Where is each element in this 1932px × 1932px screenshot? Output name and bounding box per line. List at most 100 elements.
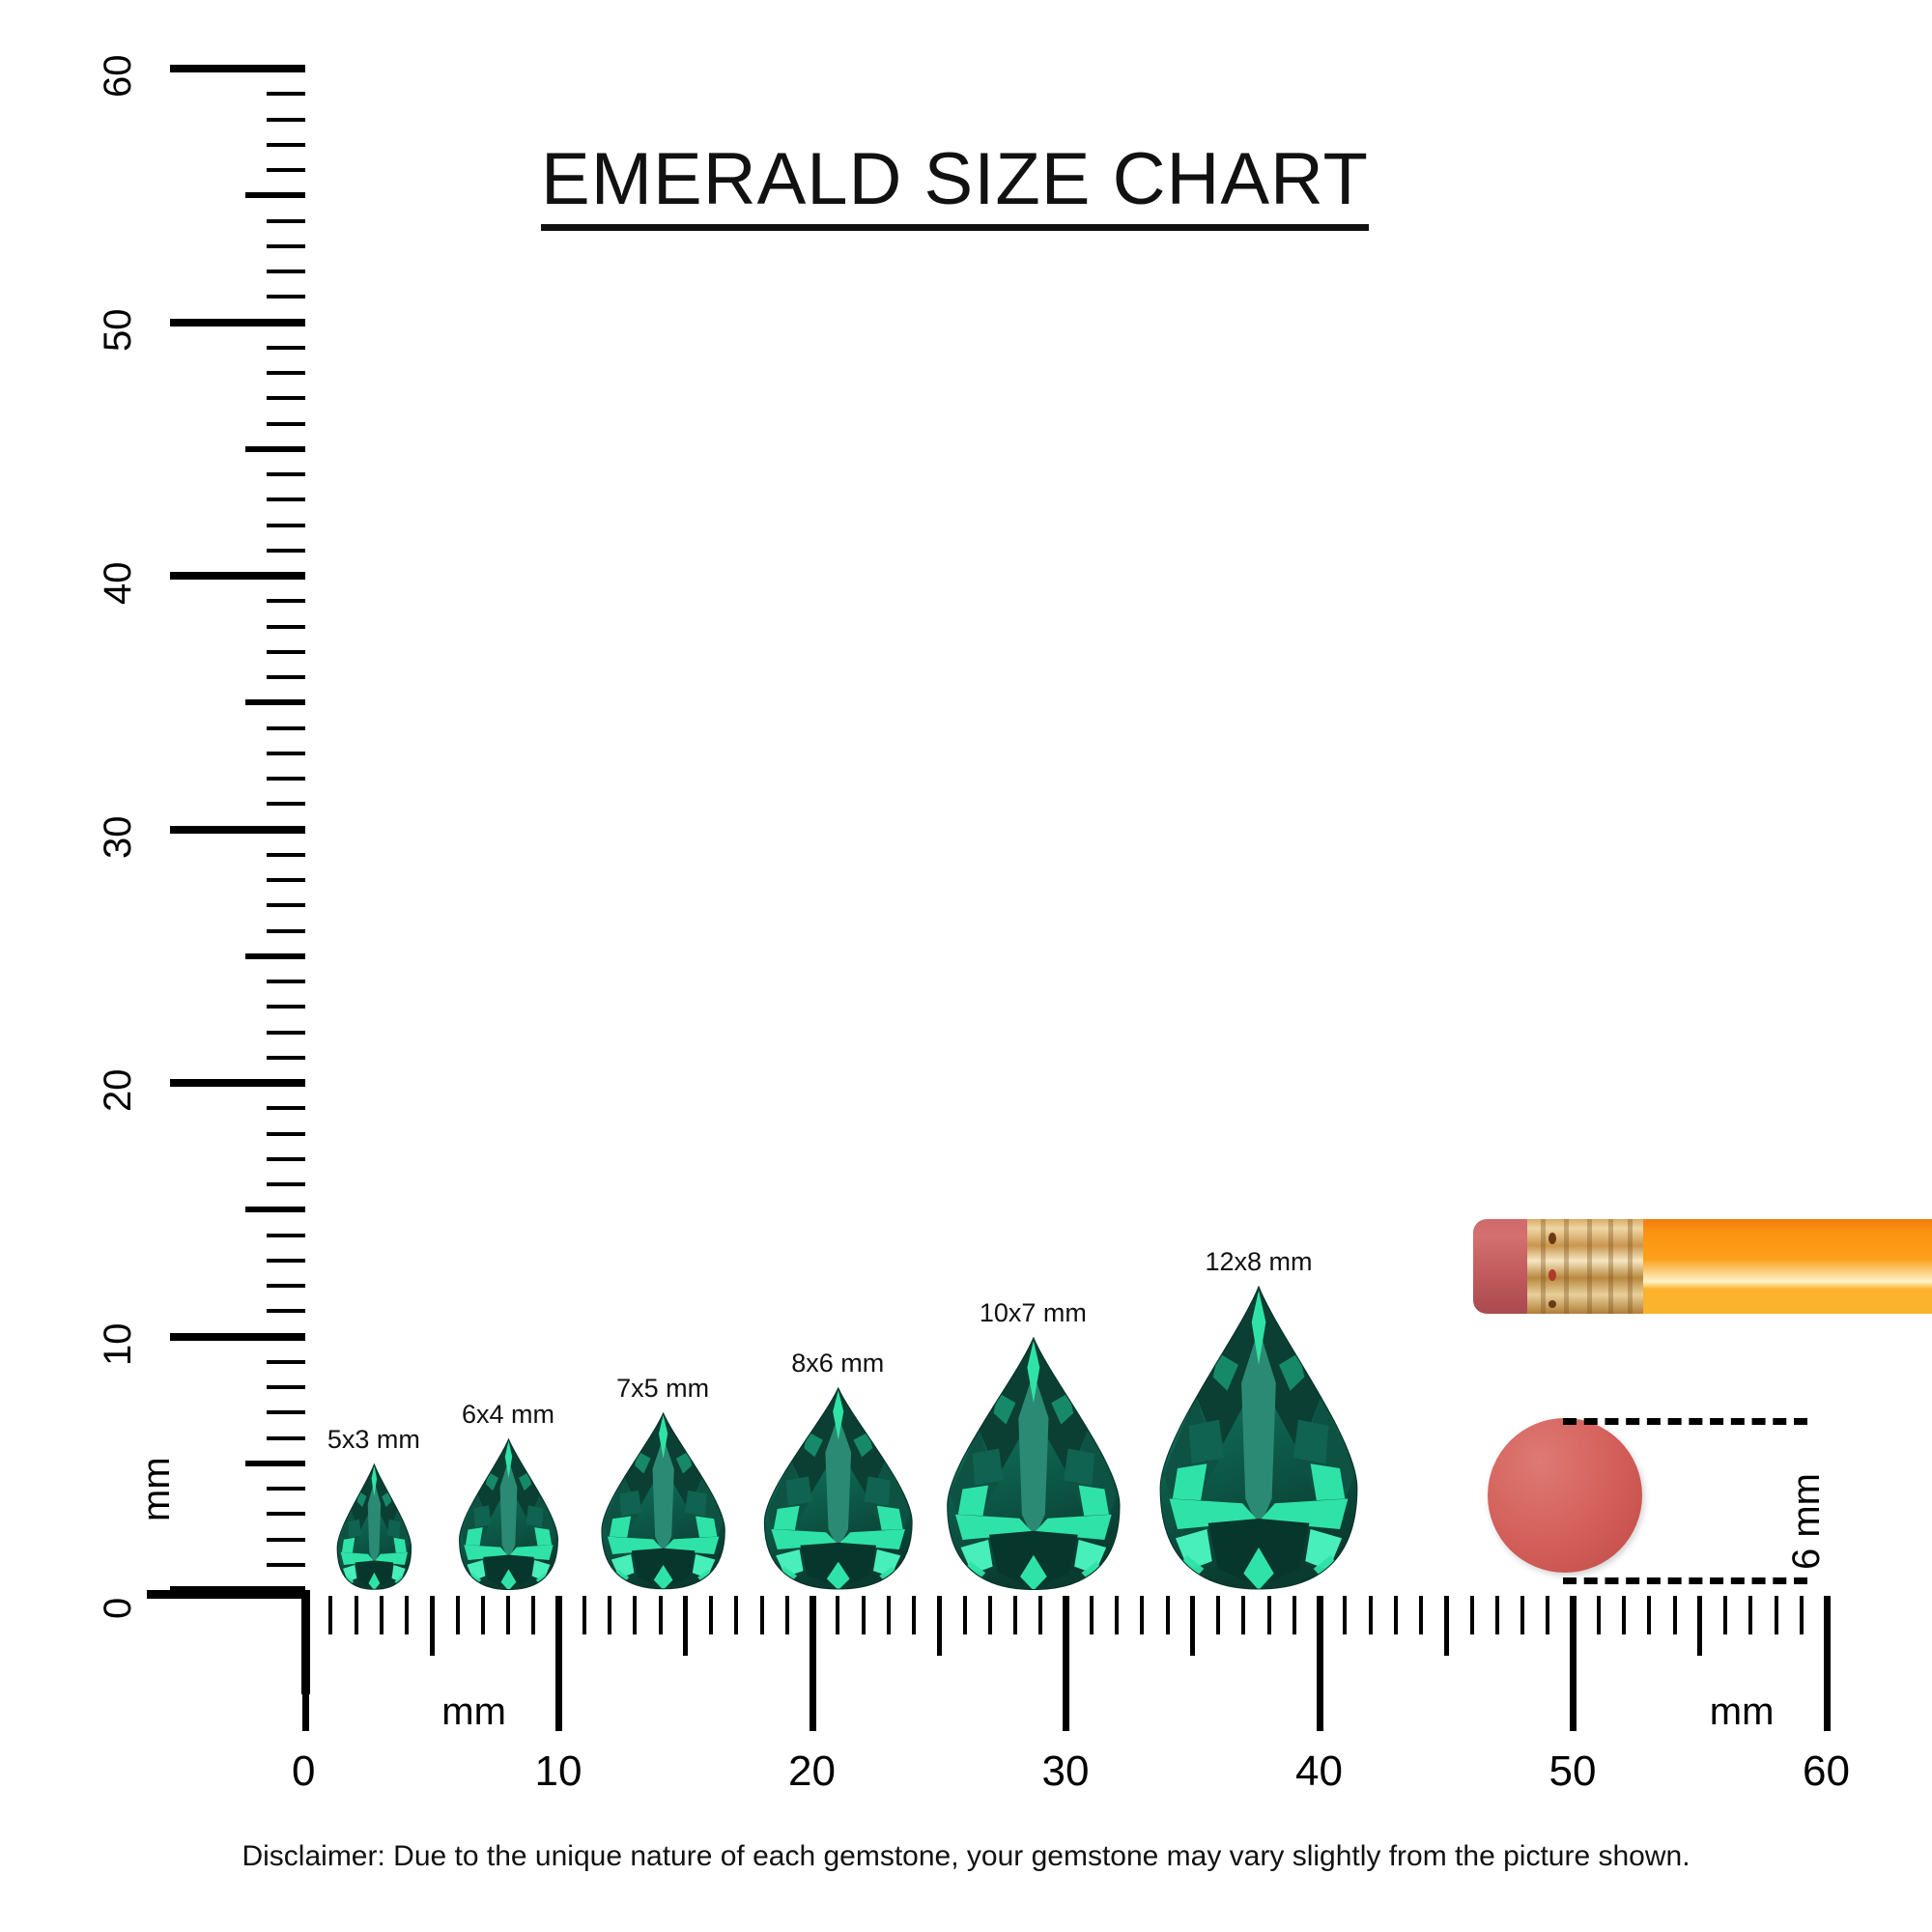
eraser-dimension-label: 6 mm bbox=[1785, 1473, 1828, 1570]
gem-facets bbox=[946, 1336, 1121, 1590]
vruler-minor-tick bbox=[267, 777, 305, 781]
vruler-minor-tick bbox=[267, 649, 305, 654]
hruler-minor-tick bbox=[1368, 1596, 1373, 1634]
vruler-minor-tick bbox=[267, 903, 305, 908]
vruler-label-20: 20 bbox=[97, 1068, 139, 1113]
vruler-minor-tick bbox=[267, 802, 305, 807]
vruler-minor-tick bbox=[267, 472, 305, 476]
hruler-label-40: 40 bbox=[1295, 1747, 1343, 1795]
vruler-minor-tick bbox=[267, 1385, 305, 1389]
vruler-minor-tick bbox=[267, 421, 305, 426]
hruler-minor-tick bbox=[328, 1596, 333, 1634]
hruler-minor-tick bbox=[608, 1596, 611, 1634]
hruler-minor-tick bbox=[1520, 1596, 1524, 1634]
vruler-minor-tick bbox=[267, 725, 305, 730]
hruler-minor-tick bbox=[784, 1596, 789, 1634]
vruler-major-tick bbox=[170, 1079, 305, 1087]
hruler-minor-tick bbox=[1672, 1596, 1677, 1634]
hruler-minor-tick bbox=[1546, 1596, 1550, 1634]
vruler-minor-tick bbox=[267, 168, 305, 172]
vruler-label-60: 60 bbox=[97, 54, 139, 99]
hruler-minor-tick bbox=[480, 1596, 485, 1634]
hruler-minor-tick bbox=[1241, 1596, 1246, 1634]
gemstone-10x7-mm[interactable]: 10x7 mm bbox=[945, 1298, 1122, 1591]
hruler-mid-tick bbox=[683, 1596, 689, 1656]
vruler-minor-tick bbox=[267, 523, 305, 527]
hruler-minor-tick bbox=[886, 1596, 891, 1634]
vruler-minor-tick bbox=[267, 117, 305, 122]
vruler-minor-tick bbox=[267, 1131, 305, 1136]
hruler-minor-tick bbox=[379, 1596, 384, 1634]
gem-facets bbox=[600, 1412, 725, 1590]
vruler-minor-tick bbox=[267, 675, 305, 679]
ruler-corner-vertical bbox=[301, 1590, 310, 1694]
dimension-line-bottom bbox=[1563, 1577, 1807, 1584]
vruler-minor-tick bbox=[267, 1512, 305, 1517]
hruler-minor-tick bbox=[1596, 1596, 1601, 1634]
hruler-minor-tick bbox=[1622, 1596, 1626, 1634]
dimension-line-top bbox=[1563, 1418, 1807, 1425]
hruler-minor-tick bbox=[1799, 1596, 1804, 1634]
vruler-minor-tick bbox=[267, 1562, 305, 1567]
gemstone-5x3-mm[interactable]: 5x3 mm bbox=[327, 1425, 420, 1590]
gem-facets bbox=[1159, 1286, 1358, 1590]
hruler-minor-tick bbox=[1089, 1596, 1094, 1634]
vruler-mid-tick bbox=[245, 1207, 305, 1213]
hruler-mid-tick bbox=[1697, 1596, 1703, 1656]
hruler-minor-tick bbox=[1038, 1596, 1043, 1634]
hruler-minor-tick bbox=[633, 1596, 638, 1634]
vruler-minor-tick bbox=[267, 1284, 305, 1288]
hruler-minor-tick bbox=[1115, 1596, 1119, 1634]
gemstone-6x4-mm[interactable]: 6x4 mm bbox=[458, 1400, 559, 1591]
vruler-mid-tick bbox=[245, 445, 305, 452]
vruler-minor-tick bbox=[267, 1005, 305, 1009]
hruler-minor-tick bbox=[354, 1596, 358, 1634]
hruler-minor-tick bbox=[1266, 1596, 1271, 1634]
hruler-minor-tick bbox=[709, 1596, 713, 1634]
hruler-major-tick bbox=[1316, 1596, 1323, 1731]
pencil-reference-object bbox=[1473, 1219, 1932, 1314]
disclaimer-text: Disclaimer: Due to the unique nature of … bbox=[242, 1840, 1690, 1872]
vruler-major-tick bbox=[170, 318, 305, 327]
hruler-minor-tick bbox=[1748, 1596, 1753, 1634]
vruler-minor-tick bbox=[267, 980, 305, 983]
vruler-minor-tick bbox=[267, 218, 305, 223]
gemstone-8x6-mm[interactable]: 8x6 mm bbox=[762, 1349, 915, 1590]
hruler-mid-tick bbox=[1190, 1596, 1196, 1656]
hruler-minor-tick bbox=[987, 1596, 992, 1634]
hruler-major-tick bbox=[809, 1596, 816, 1731]
vruler-mid-tick bbox=[245, 192, 305, 199]
hruler-minor-tick bbox=[455, 1596, 460, 1634]
hruler-minor-tick bbox=[1292, 1596, 1296, 1634]
vruler-minor-tick bbox=[267, 548, 305, 553]
vruler-minor-tick bbox=[267, 1487, 305, 1491]
hruler-minor-tick bbox=[506, 1596, 510, 1634]
hruler-minor-tick bbox=[836, 1596, 840, 1634]
hruler-minor-tick bbox=[1013, 1596, 1017, 1634]
gemstone-label: 5x3 mm bbox=[327, 1424, 420, 1454]
vruler-major-tick bbox=[170, 65, 305, 72]
hruler-minor-tick bbox=[1140, 1596, 1145, 1634]
hruler-label-0: 0 bbox=[292, 1747, 316, 1795]
hruler-minor-tick bbox=[759, 1596, 764, 1634]
vruler-label-10: 10 bbox=[97, 1322, 139, 1366]
hruler-minor-tick bbox=[582, 1596, 586, 1634]
vruler-minor-tick bbox=[267, 295, 305, 299]
vruler-minor-tick bbox=[267, 1435, 305, 1440]
vruler-minor-tick bbox=[267, 1106, 305, 1111]
hruler-label-20: 20 bbox=[788, 1747, 836, 1795]
gemstone-7x5-mm[interactable]: 7x5 mm bbox=[600, 1374, 726, 1590]
hruler-label-10: 10 bbox=[534, 1747, 582, 1795]
hruler-minor-tick bbox=[861, 1596, 866, 1634]
vruler-major-tick bbox=[170, 1332, 305, 1341]
gemstone-label: 10x7 mm bbox=[979, 1297, 1087, 1327]
gemstone-label: 7x5 mm bbox=[616, 1374, 710, 1404]
vruler-minor-tick bbox=[267, 270, 305, 273]
hruler-minor-tick bbox=[1469, 1596, 1474, 1634]
vruler-minor-tick bbox=[267, 751, 305, 755]
hruler-major-tick bbox=[1823, 1596, 1831, 1731]
gemstone-12x8-mm[interactable]: 12x8 mm bbox=[1157, 1247, 1360, 1590]
ferrule-dot-bottom bbox=[1548, 1300, 1556, 1308]
vruler-minor-tick bbox=[267, 1258, 305, 1263]
